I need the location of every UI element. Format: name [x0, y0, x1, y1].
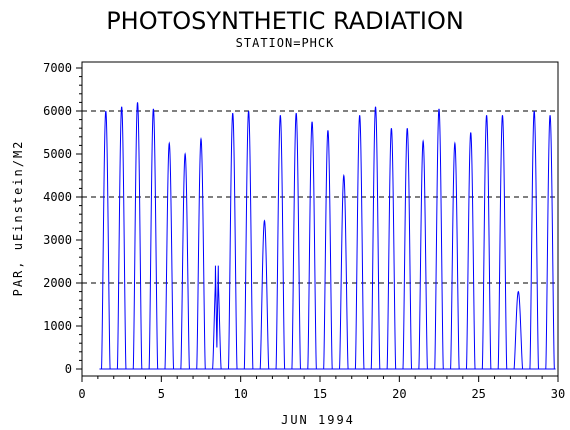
- reference-lines: [82, 110, 558, 284]
- daily-cycle-line: [132, 102, 143, 370]
- daily-cycle-line: [497, 115, 508, 370]
- daily-cycle-line: [339, 173, 349, 370]
- daily-cycle-line: [116, 106, 127, 370]
- x-tick-label: 0: [78, 387, 85, 401]
- daily-cycle-line: [450, 141, 460, 370]
- y-tick-label: 2000: [43, 276, 72, 290]
- daily-cycle-line: [402, 128, 413, 370]
- daily-cycle-line: [481, 115, 492, 370]
- daily-cycle-line: [148, 108, 159, 370]
- x-tick-label: 5: [158, 387, 165, 401]
- daily-cycle-line: [227, 113, 238, 370]
- daily-cycle-line: [212, 265, 222, 370]
- daily-cycle-line: [275, 115, 286, 370]
- x-tick-label: 25: [471, 387, 485, 401]
- daily-cycle-line: [180, 152, 190, 370]
- daily-cycle-line: [164, 141, 175, 370]
- daily-cycle-line: [243, 110, 254, 370]
- chart-title: PHOTOSYNTHETIC RADIATION: [106, 7, 464, 35]
- x-tick-label: 10: [233, 387, 247, 401]
- daily-cycle-line: [545, 115, 555, 370]
- y-tick-label: 6000: [43, 104, 72, 118]
- daily-cycle-line: [386, 128, 397, 370]
- series-layer: [99, 102, 556, 370]
- x-tick-label: 15: [313, 387, 327, 401]
- chart-subtitle: STATION=PHCK: [236, 36, 335, 50]
- y-tick-label: 0: [65, 362, 72, 376]
- daily-cycle-line: [101, 110, 111, 370]
- y-tick-label: 3000: [43, 233, 72, 247]
- daily-cycle-line: [291, 113, 301, 370]
- y-axis-label: PAR, uEinstein/M2: [11, 140, 25, 297]
- y-tick-label: 4000: [43, 190, 72, 204]
- daily-cycle-line: [513, 290, 524, 370]
- daily-cycle-line: [196, 136, 206, 370]
- daily-cycle-line: [323, 130, 333, 370]
- daily-cycle-line: [418, 139, 428, 370]
- y-tick-label: 1000: [43, 319, 72, 333]
- x-axis-ticks: 0 5 10 15 20 25 30: [78, 376, 565, 401]
- daily-cycle-line: [307, 121, 317, 370]
- daily-cycle-line: [529, 110, 539, 370]
- daily-cycle-line: [434, 108, 444, 370]
- x-tick-label: 30: [551, 387, 565, 401]
- y-tick-label: 5000: [43, 147, 72, 161]
- daily-cycle-line: [354, 115, 365, 370]
- x-tick-label: 20: [392, 387, 406, 401]
- daily-cycle-line: [465, 132, 476, 370]
- daily-cycle-line: [259, 219, 270, 370]
- y-axis-ticks: 0 1000 2000 3000 4000 5000 6000 7000: [43, 61, 82, 376]
- y-tick-label: 7000: [43, 61, 72, 75]
- daily-cycle-line: [370, 106, 381, 370]
- x-axis-label: JUN 1994: [281, 413, 355, 427]
